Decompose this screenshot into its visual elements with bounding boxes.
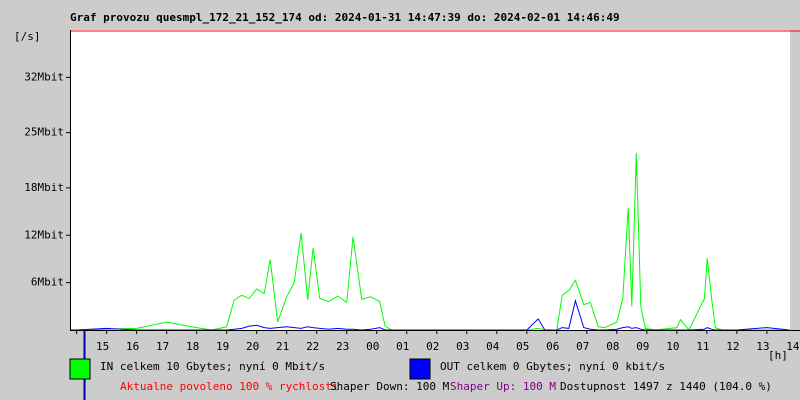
x-tick-label: 18 [186,340,199,353]
x-tick-label: 02 [426,340,439,353]
x-tick-label: 09 [636,340,649,353]
x-tick-label: 16 [126,340,139,353]
x-tick-label: 04 [486,340,500,353]
x-tick-label: 21 [276,340,289,353]
footer-text: Dostupnost 1497 z 1440 (104.0 %) [560,380,772,393]
x-tick-label: 15 [96,340,109,353]
x-tick-label: 14 [786,340,800,353]
y-tick-label: 25Mbit [24,126,64,139]
x-tick-label: 12 [726,340,739,353]
legend-swatch [409,358,431,380]
y-tick-label: 32Mbit [24,70,64,83]
footer-text: Shaper Up: 100 M [450,380,556,393]
x-tick-label: 20 [246,340,259,353]
footer-text: Shaper Down: 100 M [330,380,450,393]
legend-label: OUT celkem 0 Gbytes; nyní 0 kbit/s [440,360,665,373]
x-axis-unit: [h] [768,349,788,362]
x-tick-label: 22 [306,340,319,353]
x-tick-label: 03 [456,340,469,353]
legend-label: IN celkem 10 Gbytes; nyní 0 Mbit/s [100,360,325,373]
x-tick-label: 10 [666,340,679,353]
y-tick-label: 6Mbit [31,276,64,289]
x-tick-label: 23 [336,340,349,353]
x-tick-label: 17 [156,340,169,353]
x-tick-label: 13 [756,340,769,353]
x-tick-label: 05 [516,340,529,353]
x-tick-label: 01 [396,340,409,353]
footer-text: Aktualne povoleno 100 % rychlosti [120,380,339,393]
y-axis-unit: [/s] [14,30,41,43]
chart-title: Graf provozu quesmpl_172_21_152_174 od: … [70,11,620,24]
y-tick-label: 12Mbit [24,228,64,241]
x-tick-label: 06 [546,340,559,353]
x-tick-label: 11 [696,340,709,353]
plot-area [70,30,790,330]
x-tick-label: 07 [576,340,589,353]
x-tick-label: 19 [216,340,229,353]
x-tick-label: 00 [366,340,379,353]
y-tick-label: 18Mbit [24,181,64,194]
x-tick-label: 08 [606,340,619,353]
legend-swatch [69,358,91,380]
